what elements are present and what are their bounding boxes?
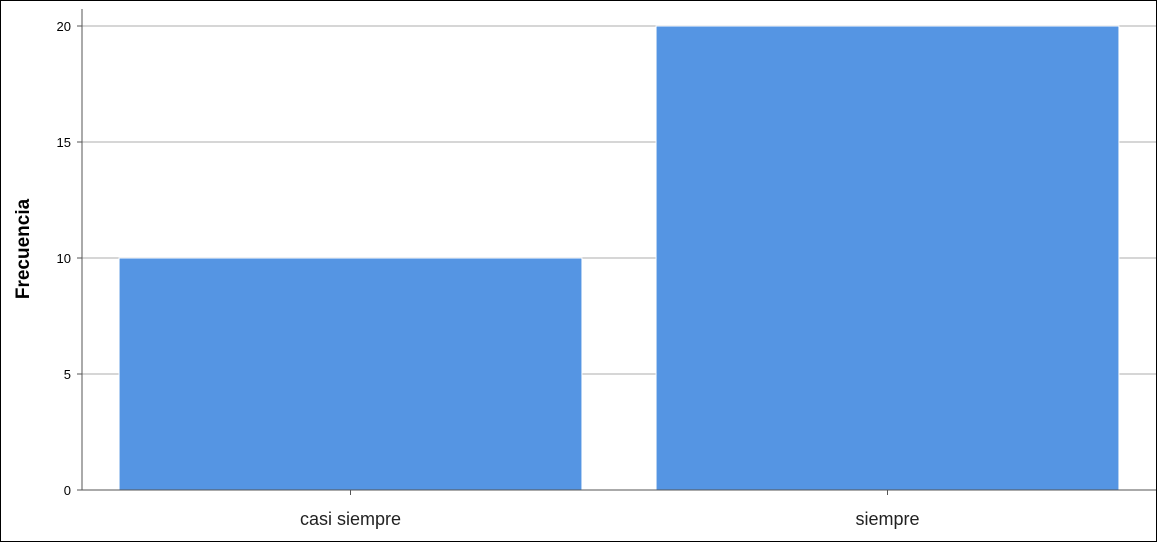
y-tick-labels: 0 5 10 15 20 bbox=[57, 19, 82, 498]
x-category-label: casi siempre bbox=[300, 509, 401, 529]
y-tick-label: 20 bbox=[57, 19, 71, 34]
y-tick-label: 5 bbox=[64, 367, 71, 382]
y-tick-label: 15 bbox=[57, 135, 71, 150]
bar bbox=[655, 25, 1120, 491]
y-axis-title: Frecuencia bbox=[13, 198, 34, 299]
bar bbox=[118, 257, 583, 491]
x-category-labels: casi siempre siempre bbox=[300, 490, 920, 529]
y-tick-label: 0 bbox=[64, 483, 71, 498]
x-category-label: siempre bbox=[855, 509, 919, 529]
y-tick-label: 10 bbox=[57, 251, 71, 266]
axes bbox=[81, 9, 1156, 491]
